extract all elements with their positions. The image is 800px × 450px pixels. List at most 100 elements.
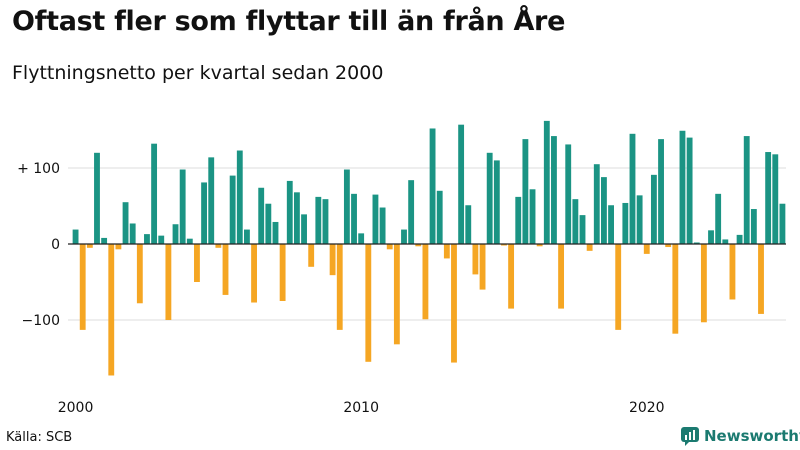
bar	[79, 244, 86, 330]
bar	[679, 130, 686, 244]
chart-title: Oftast fler som flyttar till än från Åre	[12, 6, 566, 37]
bar	[336, 244, 343, 330]
bar	[151, 143, 158, 244]
bar	[708, 230, 714, 244]
bar	[629, 133, 636, 244]
bar	[686, 137, 693, 244]
brand-name: Newsworthy	[704, 427, 800, 445]
bar	[322, 199, 329, 244]
bar	[265, 203, 272, 244]
bar	[158, 235, 165, 244]
bar	[365, 244, 372, 362]
bar	[650, 174, 657, 244]
bar	[479, 244, 486, 290]
bar	[136, 244, 143, 304]
bar	[501, 244, 507, 246]
bar	[522, 139, 529, 244]
bar	[458, 124, 465, 244]
y-tick-label: + 100	[17, 161, 60, 177]
brand-logo: Newsworthy	[680, 426, 800, 446]
bar	[358, 233, 365, 244]
chart-subtitle: Flyttningsnetto per kvartal sedan 2000	[12, 62, 384, 84]
bar	[543, 120, 550, 244]
bar	[386, 244, 393, 250]
bar	[508, 244, 515, 309]
x-tick-label: 2020	[629, 400, 665, 416]
bar	[122, 202, 129, 244]
bar	[572, 199, 579, 244]
bar	[208, 157, 215, 244]
bar	[72, 229, 79, 244]
bar	[422, 244, 429, 320]
bar	[94, 152, 100, 244]
bar	[486, 152, 493, 244]
bar	[301, 214, 307, 244]
bar	[601, 177, 607, 244]
bar	[194, 244, 200, 282]
source-note: Källa: SCB	[6, 430, 73, 445]
bar	[529, 189, 536, 244]
bar	[558, 244, 565, 309]
bar	[586, 244, 593, 251]
bar	[772, 154, 779, 244]
bar	[129, 223, 136, 244]
bar	[643, 244, 650, 254]
bar	[622, 202, 629, 244]
bar	[608, 205, 614, 244]
bar	[636, 195, 643, 244]
bar	[372, 194, 379, 244]
bar	[279, 244, 286, 301]
bar	[472, 244, 479, 275]
bar	[286, 180, 293, 244]
bar	[251, 244, 257, 303]
bar	[315, 196, 322, 244]
bar	[429, 128, 436, 244]
y-tick-label: −100	[22, 313, 60, 329]
bar	[115, 244, 122, 250]
bar	[493, 160, 500, 244]
bar	[700, 244, 707, 323]
bar	[693, 242, 700, 244]
bar	[86, 244, 93, 248]
bar	[165, 244, 172, 320]
bar	[615, 244, 622, 330]
bar	[579, 215, 586, 244]
bar	[258, 187, 265, 244]
bar	[408, 180, 415, 244]
bar	[272, 221, 279, 244]
bar	[665, 244, 672, 248]
bar	[186, 238, 193, 244]
bar	[308, 244, 315, 267]
bar	[443, 244, 450, 259]
bar	[722, 239, 729, 244]
bar	[108, 244, 115, 376]
bar	[451, 244, 457, 363]
bar	[551, 136, 557, 244]
bar	[565, 144, 572, 244]
bar	[343, 169, 350, 244]
y-tick-label: 0	[51, 237, 60, 253]
bar	[201, 182, 208, 244]
x-tick-label: 2010	[343, 400, 379, 416]
bar	[393, 244, 400, 345]
bar	[779, 203, 786, 244]
bar	[229, 175, 236, 244]
bar	[351, 193, 357, 244]
x-tick-label: 2000	[58, 400, 94, 416]
bar	[215, 244, 222, 248]
bar	[765, 152, 772, 244]
bar	[536, 244, 543, 247]
bar	[329, 244, 336, 276]
bar	[436, 190, 443, 244]
bar	[179, 169, 186, 244]
bar	[172, 224, 179, 244]
bar	[715, 193, 722, 244]
bar	[743, 136, 750, 244]
bar	[593, 164, 600, 244]
bar	[379, 207, 386, 244]
bar	[515, 196, 522, 244]
bar	[758, 244, 764, 314]
bar	[729, 244, 736, 300]
bar	[244, 229, 250, 244]
